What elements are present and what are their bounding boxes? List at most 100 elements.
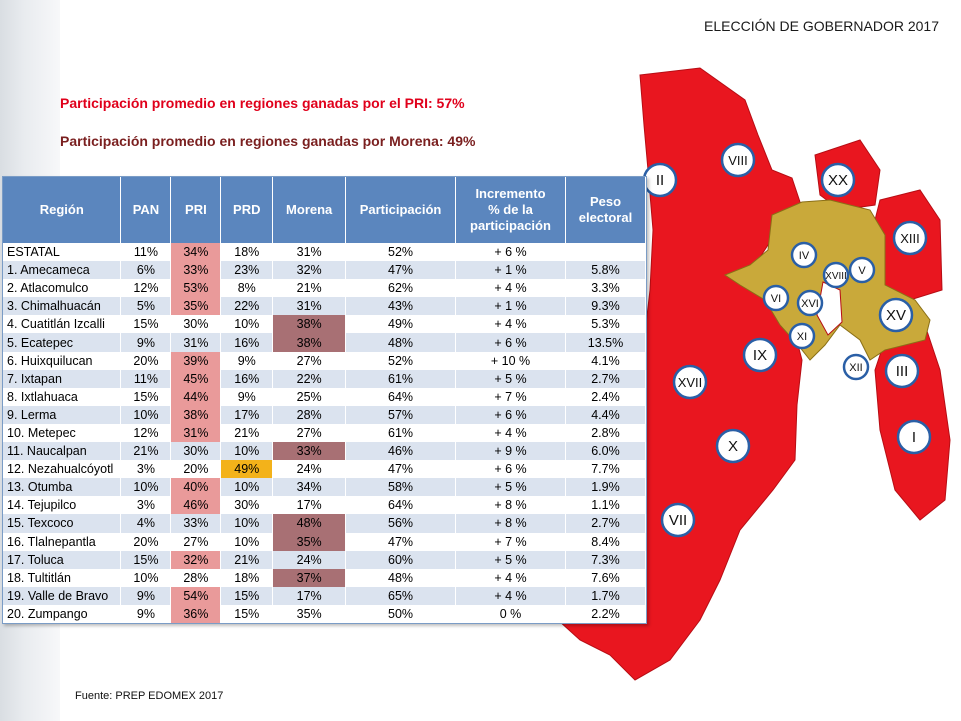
cell-region: 17. Toluca bbox=[3, 550, 122, 569]
cell-pan: 20% bbox=[120, 532, 172, 551]
cell-morena: 37% bbox=[272, 568, 347, 587]
cell-region: 8. Ixtlahuaca bbox=[3, 387, 122, 406]
cell-incremento: + 5 % bbox=[455, 478, 566, 497]
cell-participacion: 47% bbox=[345, 460, 456, 479]
cell-incremento: + 6 % bbox=[455, 243, 566, 262]
cell-pan: 10% bbox=[120, 405, 172, 424]
map-region-marker: X bbox=[715, 428, 751, 464]
cell-region: 13. Otumba bbox=[3, 478, 122, 497]
cell-region: 7. Ixtapan bbox=[3, 369, 122, 388]
cell-participacion: 46% bbox=[345, 442, 456, 461]
cell-pri: 27% bbox=[170, 532, 222, 551]
cell-participacion: 43% bbox=[345, 297, 456, 316]
cell-pan: 3% bbox=[120, 460, 172, 479]
map-region-circle bbox=[822, 261, 850, 289]
map-region-label: XVI bbox=[801, 298, 819, 310]
cell-region: 5. Ecatepec bbox=[3, 333, 122, 352]
table-row: 2. Atlacomulco 12% 53% 8% 21% 62% + 4 % 3.3% bbox=[3, 279, 647, 298]
cell-peso: 6.0% bbox=[565, 442, 647, 461]
col-header-participacion: Participación bbox=[345, 177, 456, 243]
table-row: 10. Metepec 12% 31% 21% 27% 61% + 4 % 2.8% bbox=[3, 423, 647, 443]
map-region-marker: III bbox=[884, 353, 920, 389]
results-table: Región PAN PRI PRD Morena Participación … bbox=[3, 177, 647, 623]
map-region-marker: XVI bbox=[796, 289, 824, 317]
map-region-circle bbox=[762, 284, 790, 312]
headline-morena: Participación promedio en regiones ganad… bbox=[60, 133, 476, 149]
map-region-label: V bbox=[858, 265, 866, 277]
map-region-circle bbox=[820, 162, 856, 198]
table-row: 17. Toluca 15% 32% 21% 24% 60% + 5 % 7.3% bbox=[3, 550, 647, 569]
cell-pan: 6% bbox=[120, 261, 172, 280]
cell-participacion: 64% bbox=[345, 496, 456, 515]
map-region-marker: XI bbox=[788, 322, 816, 350]
cell-peso: 7.3% bbox=[565, 550, 647, 569]
cell-pri: 33% bbox=[170, 514, 222, 533]
map-region-label: XV bbox=[886, 307, 906, 324]
table-row: 13. Otumba 10% 40% 10% 34% 58% + 5 % 1.9% bbox=[3, 478, 647, 497]
cell-morena: 32% bbox=[272, 261, 347, 280]
map-region-marker: I bbox=[896, 419, 932, 455]
cell-incremento: + 4 % bbox=[455, 279, 566, 298]
cell-incremento: + 1 % bbox=[455, 297, 566, 316]
cell-participacion: 62% bbox=[345, 279, 456, 298]
cell-region: 15. Texcoco bbox=[3, 514, 122, 533]
table-row: 14. Tejupilco 3% 46% 30% 17% 64% + 8 % 1.1% bbox=[3, 496, 647, 515]
map-region-marker: VIII bbox=[720, 142, 756, 178]
cell-peso: 2.4% bbox=[565, 387, 647, 406]
cell-pri: 33% bbox=[170, 261, 222, 280]
table-row: 16. Tlalnepantla 20% 27% 10% 35% 47% + 7 % 8.4% bbox=[3, 532, 647, 551]
cell-participacion: 61% bbox=[345, 369, 456, 388]
cell-pan: 12% bbox=[120, 423, 172, 443]
col-header-prd: PRD bbox=[220, 177, 274, 243]
cell-region: 18. Tultitlán bbox=[3, 568, 122, 587]
table-row: 19. Valle de Bravo 9% 54% 15% 17% 65% + 4 % 1.7… bbox=[3, 586, 647, 605]
cell-participacion: 52% bbox=[345, 243, 456, 262]
cell-incremento: + 7 % bbox=[455, 532, 566, 551]
map-region-label: II bbox=[656, 172, 664, 189]
cell-pan: 3% bbox=[120, 496, 172, 515]
map-region-label: VII bbox=[669, 512, 687, 529]
cell-region: 1. Amecameca bbox=[3, 261, 122, 280]
cell-pan: 10% bbox=[120, 478, 172, 497]
cell-pri: 46% bbox=[170, 496, 222, 515]
cell-prd: 9% bbox=[220, 387, 274, 406]
cell-prd: 49% bbox=[220, 460, 274, 479]
map-region-marker: XV bbox=[878, 297, 914, 333]
map-region-marker: XII bbox=[842, 353, 870, 381]
cell-pri: 39% bbox=[170, 351, 222, 370]
cell-morena: 24% bbox=[272, 460, 347, 479]
cell-prd: 21% bbox=[220, 423, 274, 443]
cell-prd: 8% bbox=[220, 279, 274, 298]
cell-peso bbox=[565, 243, 647, 262]
cell-region: 2. Atlacomulco bbox=[3, 279, 122, 298]
cell-incremento: + 9 % bbox=[455, 442, 566, 461]
cell-morena: 24% bbox=[272, 550, 347, 569]
table-row: 15. Texcoco 4% 33% 10% 48% 56% + 8 % 2.7% bbox=[3, 514, 647, 533]
results-table-container: Región PAN PRI PRD Morena Participación … bbox=[2, 176, 647, 624]
cell-region: 6. Huixquilucan bbox=[3, 351, 122, 370]
cell-incremento: 0 % bbox=[455, 604, 566, 623]
cell-region: 3. Chimalhuacán bbox=[3, 297, 122, 316]
map-region-label: VIII bbox=[728, 153, 748, 168]
cell-incremento: + 6 % bbox=[455, 460, 566, 479]
cell-pri: 30% bbox=[170, 442, 222, 461]
cell-participacion: 60% bbox=[345, 550, 456, 569]
page-title: ELECCIÓN DE GOBERNADOR 2017 bbox=[704, 18, 939, 34]
cell-pan: 21% bbox=[120, 442, 172, 461]
cell-peso: 1.7% bbox=[565, 586, 647, 605]
table-row: 20. Zumpango 9% 36% 15% 35% 50% 0 % 2.2% bbox=[3, 604, 647, 623]
cell-incremento: + 5 % bbox=[455, 550, 566, 569]
map-region-label: IV bbox=[799, 250, 810, 262]
cell-prd: 21% bbox=[220, 550, 274, 569]
cell-prd: 15% bbox=[220, 604, 274, 623]
col-header-incremento: Incremento % de la participación bbox=[455, 177, 566, 243]
map-region-circle bbox=[742, 337, 778, 373]
table-body: ESTATAL 11% 34% 18% 31% 52% + 6 % 1. Amecameca 6… bbox=[3, 243, 647, 623]
cell-morena: 48% bbox=[272, 514, 347, 533]
cell-region: ESTATAL bbox=[3, 243, 122, 262]
map-region-label: X bbox=[728, 438, 738, 455]
cell-prd: 10% bbox=[220, 315, 274, 334]
table-row: 11. Naucalpan 21% 30% 10% 33% 46% + 9 % 6.0% bbox=[3, 442, 647, 461]
cell-pan: 15% bbox=[120, 315, 172, 334]
cell-morena: 27% bbox=[272, 351, 347, 370]
